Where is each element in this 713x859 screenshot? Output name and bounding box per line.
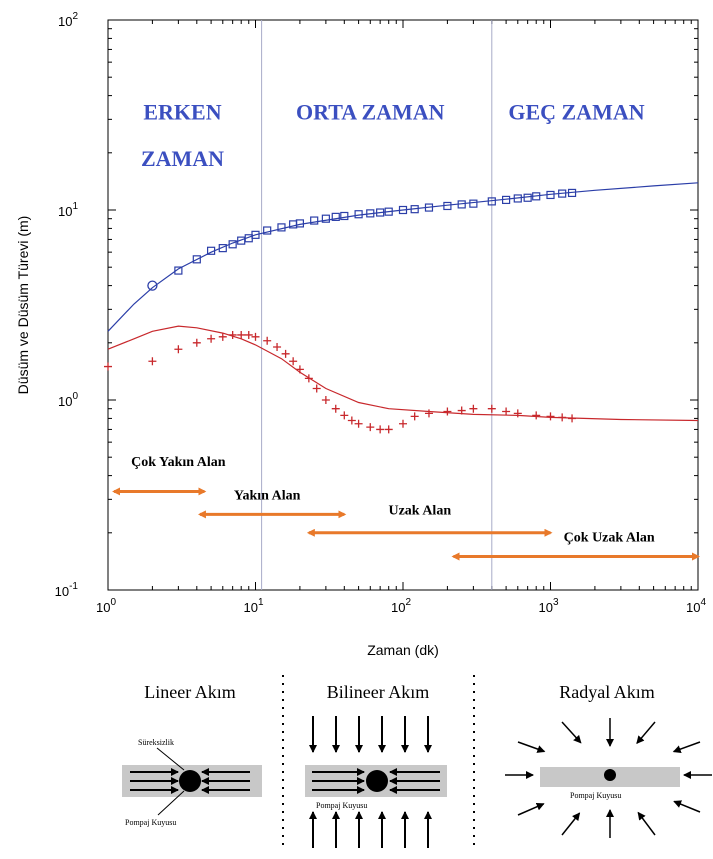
- x-tick-label: 100: [96, 597, 116, 615]
- region-label: Uzak Alan: [388, 503, 451, 518]
- radial-well: [604, 769, 616, 781]
- derivative-point: [513, 409, 522, 418]
- drawdown-point: [523, 193, 532, 202]
- derivative-point: [410, 412, 419, 421]
- derivative-point: [192, 338, 201, 347]
- phase-label: ZAMAN: [141, 146, 224, 171]
- region-label: Çok Uzak Alan: [564, 530, 655, 545]
- derivative-point: [340, 411, 349, 420]
- phase-labels: ERKEN ZAMAN ORTA ZAMAN GEÇ ZAMAN: [141, 99, 645, 171]
- leader-line: [156, 747, 185, 771]
- radial-arrow: [517, 741, 546, 753]
- derivative-point: [312, 384, 321, 393]
- derivative-point: [321, 396, 330, 404]
- drawdown-point: [340, 211, 349, 221]
- region-label: Yakın Alan: [234, 488, 301, 503]
- drawdown-point: [321, 214, 330, 223]
- y-axis-ticks: 10-1 100 101 102: [55, 11, 698, 599]
- x-tick-label: 101: [243, 597, 263, 615]
- region-arrows: Çok Yakın Alan Yakın Alan Uzak Alan Çok Uza…: [112, 455, 700, 561]
- derivative-point: [399, 419, 407, 428]
- radial-arrow: [637, 811, 656, 836]
- derivative-point: [148, 357, 157, 366]
- flow-diagrams: Lineer Akım Süreksizlik Pompaj Kuyusu Bi…: [122, 675, 712, 850]
- flow-panel-linear: Lineer Akım Süreksizlik Pompaj Kuyusu: [122, 682, 262, 827]
- phase-boundaries: [261, 20, 493, 590]
- derivative-point: [263, 336, 272, 345]
- flow-title-linear: Lineer Akım: [144, 682, 235, 702]
- linear-discontinuity-label: Süreksizlik: [138, 738, 174, 747]
- drawdown-point: [147, 280, 158, 291]
- bilinear-vertical-arrows: [309, 716, 432, 848]
- derivative-point: [384, 425, 393, 434]
- drawdown-model-curve: [107, 182, 699, 332]
- derivative-point: [376, 425, 385, 434]
- derivative-point: [273, 343, 282, 352]
- bilinear-well-label: Pompaj Kuyusu: [316, 801, 367, 810]
- drawdown-point: [192, 255, 201, 264]
- radial-arrow: [561, 812, 581, 836]
- radial-arrow: [672, 741, 701, 753]
- derivative-point: [237, 330, 246, 339]
- derivative-point: [532, 411, 541, 420]
- derivative-point: [347, 416, 356, 425]
- x-axis-title: Zaman (dk): [367, 642, 439, 658]
- phase-label: ERKEN: [143, 99, 221, 124]
- drawdown-point: [251, 230, 260, 239]
- drawdown-point: [174, 266, 183, 275]
- linear-well: [179, 770, 201, 792]
- y-tick-label: 10-1: [55, 581, 79, 599]
- leader-line: [157, 790, 185, 816]
- derivative-point: [502, 407, 511, 416]
- drawdown-point: [263, 226, 272, 235]
- flow-title-radial: Radyal Akım: [559, 682, 655, 702]
- radial-arrow: [673, 800, 701, 813]
- y-axis-title: Düsüm ve Düsüm Türevi (m): [15, 216, 31, 395]
- y-tick-label: 101: [58, 201, 78, 219]
- derivative-point: [546, 412, 555, 421]
- derivative-point: [443, 407, 452, 416]
- derivative-point: [289, 357, 298, 366]
- x-axis-ticks: 100 101 102 103 104: [96, 20, 706, 615]
- bilinear-well: [366, 770, 388, 792]
- derivative-point: [251, 332, 260, 341]
- phase-label: ORTA ZAMAN: [296, 99, 445, 124]
- derivative-point: [354, 419, 363, 428]
- drawdown-point: [469, 199, 478, 208]
- drawdown-point: [331, 212, 340, 221]
- derivative-point: [331, 404, 340, 413]
- derivative-point: [207, 334, 216, 343]
- derivative-model-curve: [107, 325, 699, 422]
- radial-well-label: Pompaj Kuyusu: [570, 791, 621, 800]
- derivative-point: [424, 409, 433, 418]
- derivative-point: [469, 404, 478, 413]
- radial-arrow: [517, 802, 545, 816]
- radial-inward-arrows: [505, 718, 712, 838]
- linear-well-label: Pompaj Kuyusu: [125, 818, 176, 827]
- derivative-point: [174, 345, 183, 354]
- drawdown-point: [310, 216, 319, 225]
- derivative-point: [244, 330, 253, 339]
- derivative-point: [366, 423, 375, 432]
- derivative-point: [218, 332, 227, 341]
- region-label: Çok Yakın Alan: [131, 455, 226, 470]
- y-tick-label: 102: [58, 11, 78, 29]
- x-tick-label: 102: [391, 597, 411, 615]
- radial-arrow: [561, 721, 582, 744]
- derivative-point: [281, 349, 290, 358]
- flow-panel-radial: Radyal Akım Pompaj Kuyusu: [505, 682, 712, 838]
- y-tick-label: 100: [58, 391, 78, 409]
- series-layer: [104, 182, 699, 434]
- derivative-point: [487, 404, 496, 413]
- x-tick-label: 104: [686, 597, 706, 615]
- phase-label: GEÇ ZAMAN: [508, 99, 644, 124]
- radial-arrow: [636, 721, 656, 745]
- x-tick-label: 103: [538, 597, 558, 615]
- derivative-point: [104, 362, 112, 371]
- flow-title-bilinear: Bilineer Akım: [327, 682, 430, 702]
- flow-panel-bilinear: Bilineer Akım Pompaj Kuyusu: [305, 682, 447, 848]
